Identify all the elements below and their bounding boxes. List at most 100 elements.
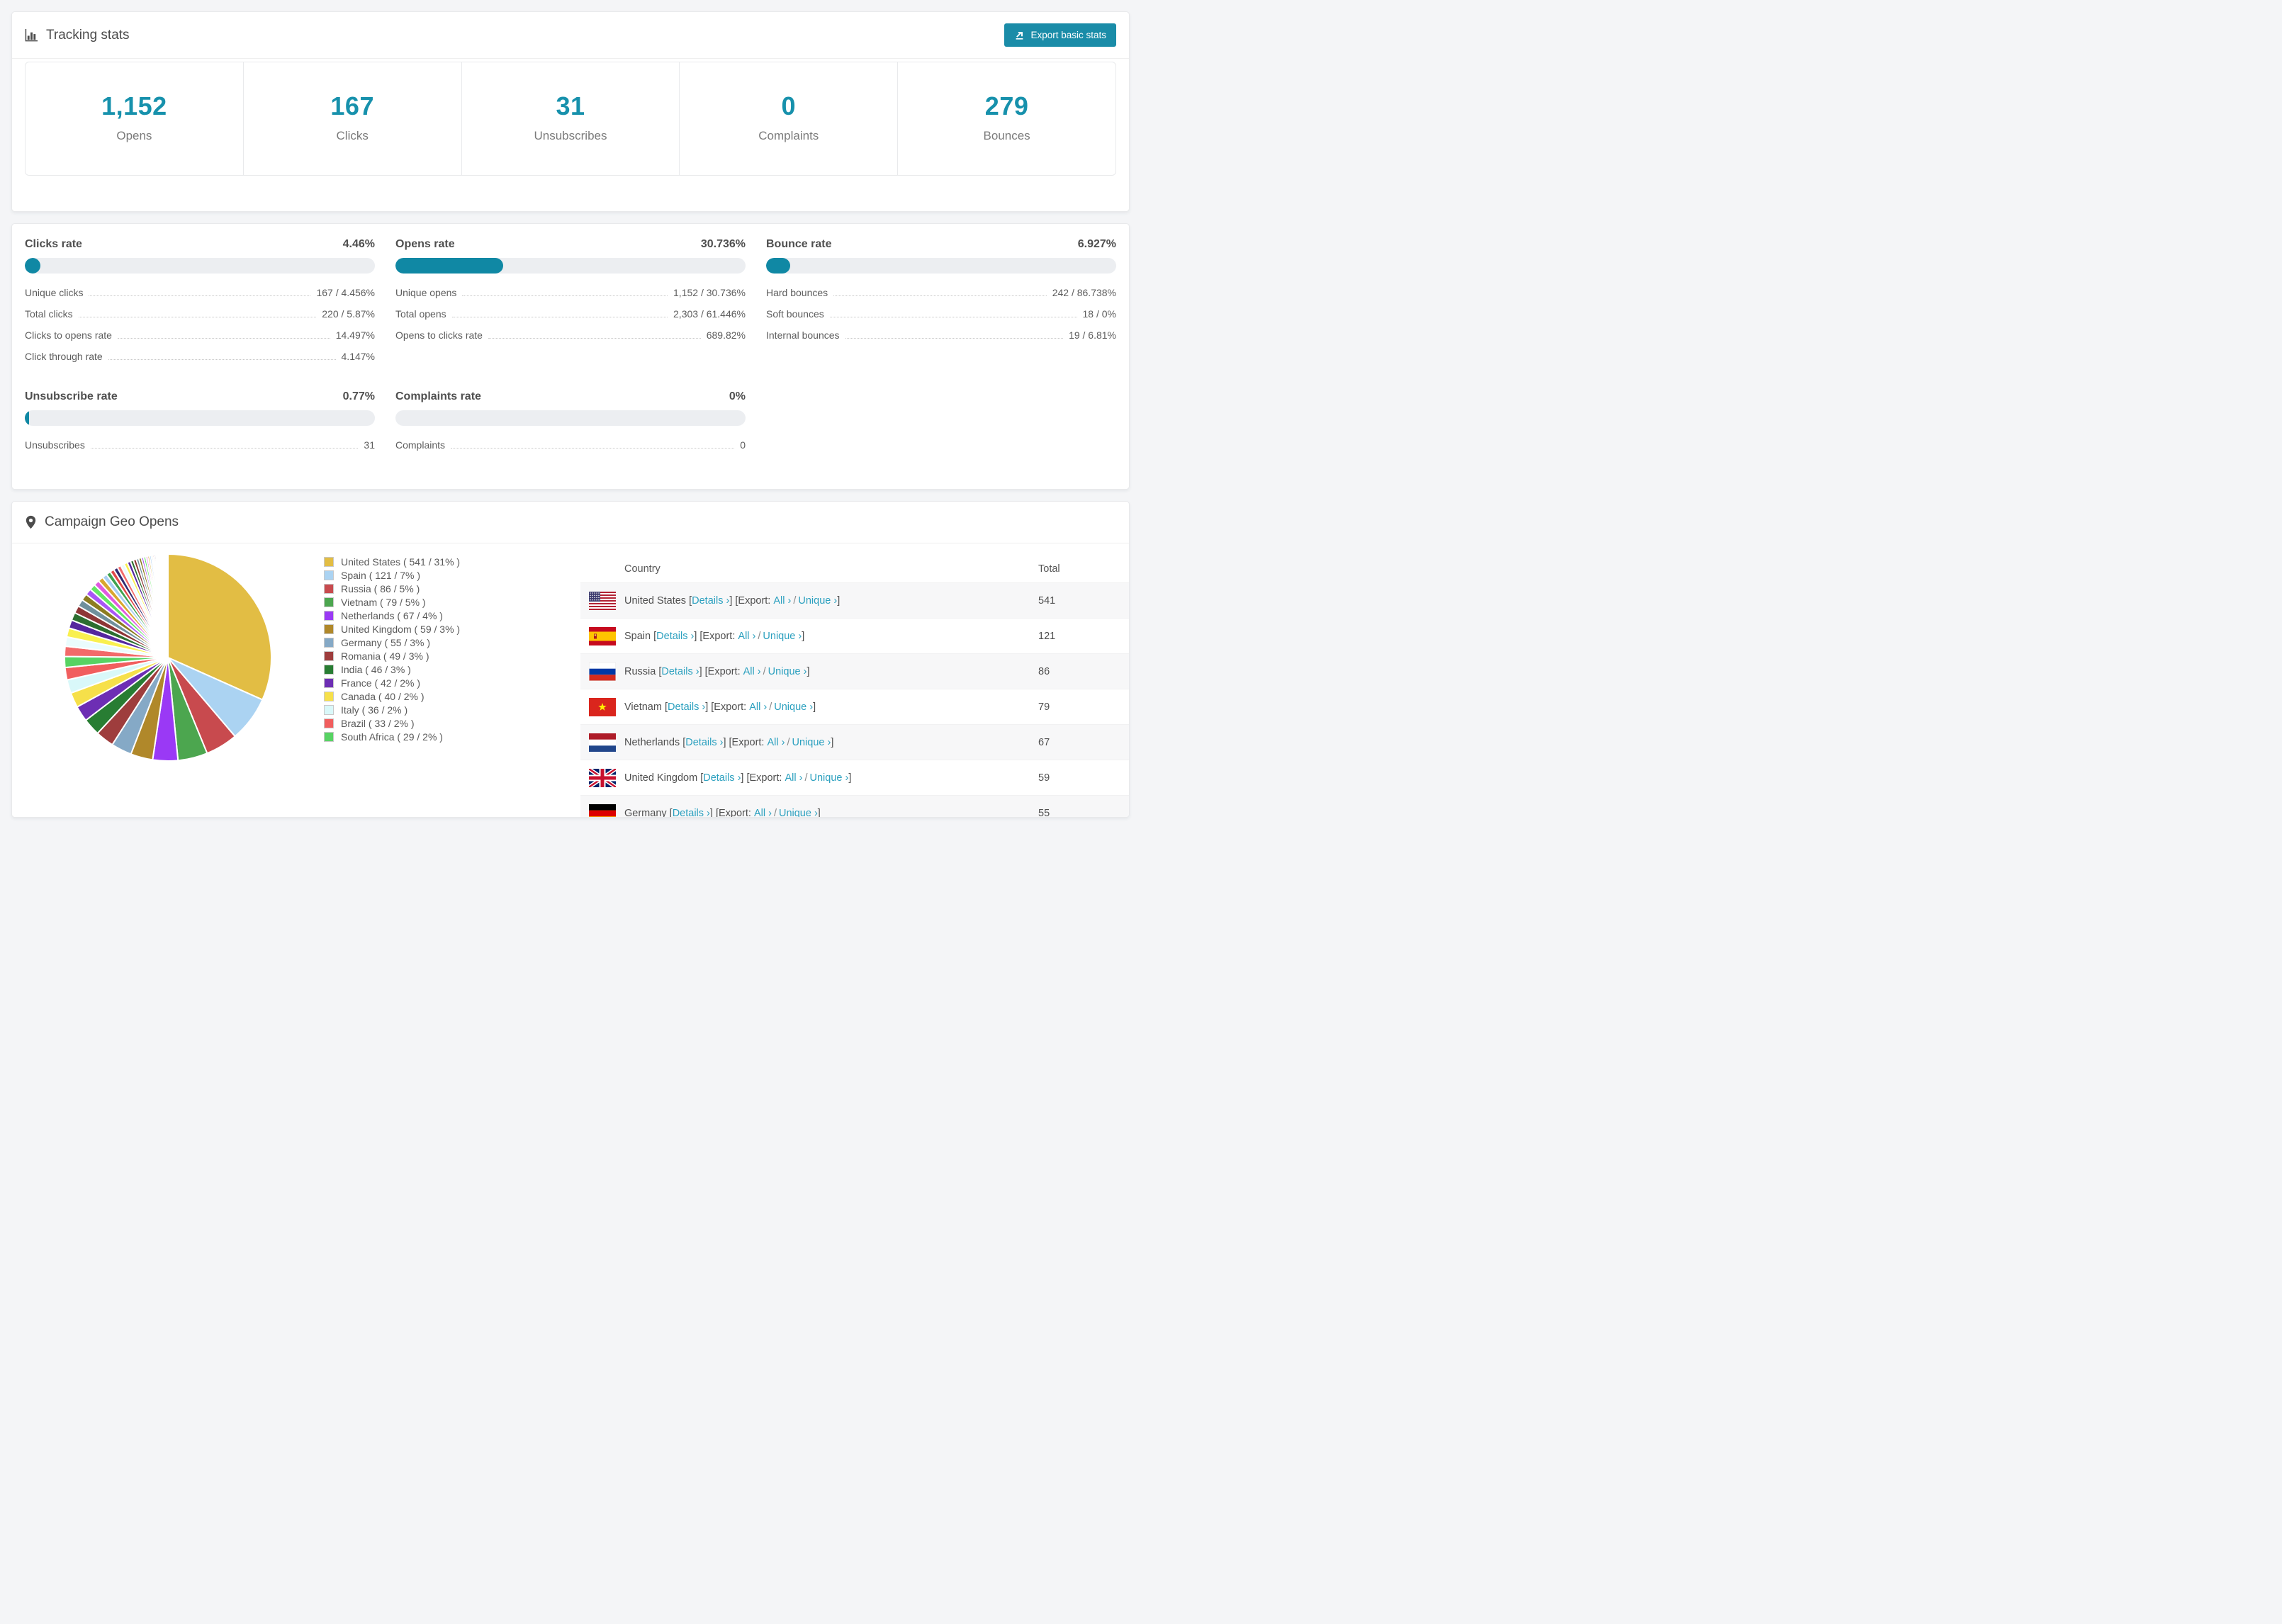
stat-row: Unsubscribes 31 — [25, 439, 375, 451]
details-link[interactable]: Details › — [661, 665, 699, 677]
export-unique-link[interactable]: Unique › — [798, 594, 838, 607]
summary-label: Complaints — [758, 129, 819, 142]
export-all-link[interactable]: All › — [785, 772, 803, 784]
details-link[interactable]: Details › — [656, 630, 695, 642]
total-cell: 55 — [1038, 807, 1050, 818]
export-basic-stats-button[interactable]: Export basic stats — [1004, 23, 1116, 47]
geo-table: Country Total United States [Details ›] [E… — [580, 556, 1129, 818]
dotted-leader — [89, 295, 311, 296]
export-unique-link[interactable]: Unique › — [809, 772, 849, 784]
summary-stats-row: 1,152 Opens 167 Clicks 31 Unsubscribes 0 Compla… — [25, 62, 1116, 176]
country-cell: Germany [Details ›] [Export: All › / Uniqu… — [580, 803, 1038, 818]
tracking-stats-title-label: Tracking stats — [46, 27, 130, 43]
details-link[interactable]: Details › — [703, 772, 741, 784]
legend-item: France ( 42 / 2% ) — [324, 676, 573, 689]
stat-row: Hard bounces 242 / 86.738% — [766, 287, 1116, 298]
stat-row: Total clicks 220 / 5.87% — [25, 308, 375, 320]
legend-label: Vietnam ( 79 / 5% ) — [341, 596, 426, 608]
stat-value: 167 / 4.456% — [316, 287, 375, 298]
dotted-leader — [451, 448, 735, 449]
complaints-rate-title: Complaints rate — [395, 390, 481, 402]
bounce-rate-title: Bounce rate — [766, 238, 832, 250]
pie-slice-63 — [167, 553, 169, 658]
bar-chart-icon — [25, 28, 38, 42]
stat-label: Internal bounces — [766, 329, 840, 341]
legend-swatch — [324, 556, 334, 567]
clicks-rate-title: Clicks rate — [25, 238, 82, 250]
stat-value: 242 / 86.738% — [1052, 287, 1116, 298]
dotted-leader — [488, 338, 701, 339]
legend-swatch — [324, 570, 334, 580]
stat-label: Total clicks — [25, 308, 73, 320]
country-cell: Spain [Details ›] [Export: All › / Unique … — [580, 626, 1038, 645]
legend-label: Russia ( 86 / 5% ) — [341, 582, 420, 594]
stat-row: Internal bounces 19 / 6.81% — [766, 329, 1116, 341]
export-unique-link[interactable]: Unique › — [763, 630, 802, 642]
legend-swatch — [324, 624, 334, 634]
bounce-rate-block: Bounce rate 6.927% Hard bounces 242 / 86.73… — [766, 238, 1116, 372]
export-all-link[interactable]: All › — [738, 630, 756, 642]
stat-label: Unsubscribes — [25, 439, 85, 451]
country-name: Netherlands — [624, 736, 680, 748]
stat-value: 18 / 0% — [1082, 308, 1116, 320]
export-unique-link[interactable]: Unique › — [768, 665, 807, 677]
legend-label: Spain ( 121 / 7% ) — [341, 569, 421, 581]
geo-table-row-gb: United Kingdom [Details ›] [Export: All … — [580, 760, 1129, 795]
flag-es-icon — [589, 626, 616, 645]
stat-value: 2,303 / 61.446% — [673, 308, 746, 320]
flag-ru-icon — [589, 662, 616, 681]
legend-label: United States ( 541 / 31% ) — [341, 556, 461, 568]
details-link[interactable]: Details › — [692, 594, 730, 607]
legend-label: Canada ( 40 / 2% ) — [341, 690, 425, 702]
dotted-leader — [90, 448, 359, 449]
summary-label: Unsubscribes — [534, 129, 607, 142]
legend-swatch — [324, 704, 334, 715]
details-link[interactable]: Details › — [685, 736, 724, 748]
stat-value: 14.497% — [335, 329, 375, 341]
opens-rate-block: Opens rate 30.736% Unique opens 1,152 / 30.… — [395, 238, 746, 372]
stat-label: Complaints — [395, 439, 446, 451]
stat-row: Unique opens 1,152 / 30.736% — [395, 287, 746, 298]
flag-gb-icon — [589, 768, 616, 787]
total-cell: 86 — [1038, 665, 1050, 677]
complaints-rate-block: Complaints rate 0% Complaints 0 — [395, 390, 746, 461]
stat-row: Clicks to opens rate 14.497% — [25, 329, 375, 341]
flag-vn-icon — [589, 697, 616, 716]
stat-label: Soft bounces — [766, 308, 824, 320]
export-unique-link[interactable]: Unique › — [774, 701, 814, 713]
country-name: United States — [624, 594, 687, 607]
stat-value: 31 — [364, 439, 375, 451]
export-all-link[interactable]: All › — [773, 594, 792, 607]
country-name: Vietnam — [624, 701, 662, 713]
country-cell: Netherlands [Details ›] [Export: All › / U… — [580, 733, 1038, 752]
export-unique-link[interactable]: Unique › — [792, 736, 831, 748]
geo-table-row-vn: Vietnam [Details ›] [Export: All › / Uniqu… — [580, 689, 1129, 724]
export-unique-link[interactable]: Unique › — [778, 807, 818, 818]
legend-item: Canada ( 40 / 2% ) — [324, 689, 573, 703]
legend-item: India ( 46 / 3% ) — [324, 662, 573, 676]
export-all-link[interactable]: All › — [749, 701, 768, 713]
export-all-link[interactable]: All › — [743, 665, 761, 677]
export-basic-stats-label: Export basic stats — [1030, 30, 1106, 40]
stat-row: Total opens 2,303 / 61.446% — [395, 308, 746, 320]
geo-pie-wrap — [12, 553, 324, 817]
rates-row-2: Unsubscribe rate 0.77% Unsubscribes 31 Compl… — [25, 390, 1116, 461]
dotted-leader — [845, 338, 1064, 339]
legend-item: Romania ( 49 / 3% ) — [324, 649, 573, 662]
bounce-rate-progress — [766, 258, 1116, 274]
legend-item: Netherlands ( 67 / 4% ) — [324, 609, 573, 622]
opens-rate-value: 30.736% — [700, 238, 746, 250]
dotted-leader — [833, 295, 1047, 296]
stat-row: Click through rate 4.147% — [25, 351, 375, 362]
stat-value: 689.82% — [706, 329, 746, 341]
details-link[interactable]: Details › — [672, 807, 710, 818]
details-link[interactable]: Details › — [668, 701, 706, 713]
geo-pie-chart — [64, 553, 272, 762]
geo-table-row-us: United States [Details ›] [Export: All ›… — [580, 582, 1129, 618]
legend-label: Romania ( 49 / 3% ) — [341, 650, 429, 662]
legend-swatch — [324, 718, 334, 728]
export-all-link[interactable]: All › — [753, 807, 772, 818]
total-cell: 79 — [1038, 701, 1050, 713]
export-all-link[interactable]: All › — [767, 736, 785, 748]
total-cell: 121 — [1038, 630, 1056, 642]
